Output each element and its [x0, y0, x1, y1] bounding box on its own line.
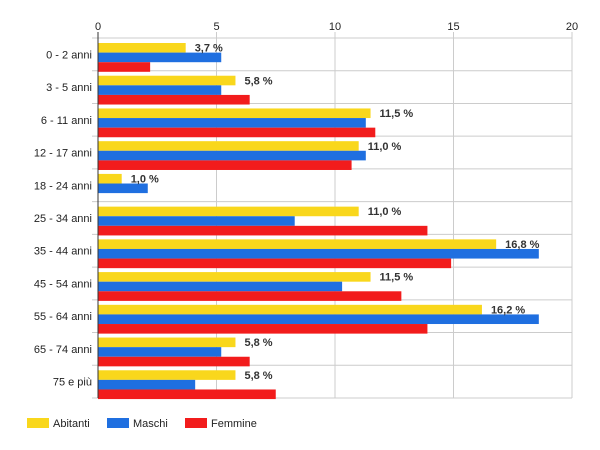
bar-maschi-5 [98, 216, 295, 226]
data-label-abitanti: 3,7 % [195, 43, 223, 55]
data-label-abitanti: 5,8 % [244, 75, 272, 87]
legend: Abitanti Maschi Femmine [27, 418, 257, 430]
legend-label: Maschi [133, 418, 168, 430]
category-label: 3 - 5 anni [46, 82, 92, 94]
data-label-abitanti: 16,2 % [491, 304, 525, 316]
category-label: 6 - 11 anni [41, 115, 92, 127]
category-label: 35 - 44 anni [34, 246, 92, 258]
bar-abitanti-0 [98, 43, 186, 53]
bar-maschi-9 [98, 347, 222, 357]
bar-maschi-1 [98, 85, 222, 95]
legend-label: Femmine [211, 418, 257, 430]
x-tick-label: 20 [566, 21, 578, 33]
bar-femmine-0 [98, 62, 151, 72]
x-tick-label: 0 [95, 21, 101, 33]
bar-abitanti-10 [98, 370, 236, 380]
data-label-abitanti: 11,0 % [368, 141, 402, 153]
legend-swatch-maschi [107, 418, 129, 428]
category-label: 55 - 64 anni [34, 311, 92, 323]
legend-label: Abitanti [53, 418, 90, 430]
bar-abitanti-3 [98, 141, 359, 151]
category-label: 25 - 34 anni [34, 213, 92, 225]
category-label: 0 - 2 anni [46, 49, 92, 61]
data-label-abitanti: 1,0 % [131, 174, 159, 186]
bar-abitanti-1 [98, 75, 236, 86]
data-label-abitanti: 16,8 % [505, 239, 539, 251]
bar-femmine-8 [98, 324, 428, 334]
bar-femmine-9 [98, 356, 250, 367]
category-label: 12 - 17 anni [34, 148, 92, 160]
bar-femmine-7 [98, 291, 402, 301]
bar-femmine-10 [98, 389, 276, 400]
category-label: 65 - 74 anni [34, 344, 92, 356]
bar-maschi-3 [98, 150, 366, 161]
bar-abitanti-2 [98, 108, 371, 119]
data-label-abitanti: 5,8 % [244, 337, 272, 349]
data-label-abitanti: 11,5 % [380, 108, 414, 120]
bar-femmine-6 [98, 258, 452, 269]
legend-swatch-abitanti [27, 418, 49, 428]
bar-abitanti-8 [98, 304, 482, 315]
x-tick-label: 10 [329, 21, 341, 33]
legend-swatch-femmine [185, 418, 207, 428]
bar-abitanti-4 [98, 173, 122, 184]
bar-maschi-0 [98, 52, 222, 63]
bar-maschi-6 [98, 248, 539, 259]
data-label-abitanti: 11,0 % [368, 206, 402, 218]
bar-femmine-3 [98, 160, 352, 170]
data-label-abitanti: 11,5 % [380, 272, 414, 284]
category-label: 18 - 24 anni [34, 180, 92, 192]
bar-abitanti-5 [98, 206, 359, 217]
bar-femmine-2 [98, 127, 376, 138]
data-label-abitanti: 5,8 % [244, 370, 272, 382]
axes: 0 5 10 15 20 0 - 2 anni 3 - 5 anni 6 - 11 anni 1… [34, 21, 578, 398]
x-tick-label: 15 [447, 21, 459, 33]
bar-abitanti-9 [98, 337, 236, 348]
bar-femmine-1 [98, 94, 250, 105]
bar-maschi-4 [98, 183, 148, 194]
category-label: 45 - 54 anni [34, 278, 92, 290]
bar-abitanti-7 [98, 272, 371, 282]
bar-maschi-8 [98, 314, 539, 325]
bar-maschi-7 [98, 281, 343, 292]
category-label: 75 e più [53, 377, 92, 389]
bar-femmine-5 [98, 225, 428, 236]
bar-maschi-2 [98, 118, 366, 128]
bar-abitanti-6 [98, 239, 497, 249]
bars: 3,7 % 5,8 % 11,5 % 11,0 % 1,0 % 11,0 % 16,8 % 1… [98, 43, 540, 400]
bar-maschi-10 [98, 379, 196, 390]
x-tick-label: 5 [213, 21, 219, 33]
